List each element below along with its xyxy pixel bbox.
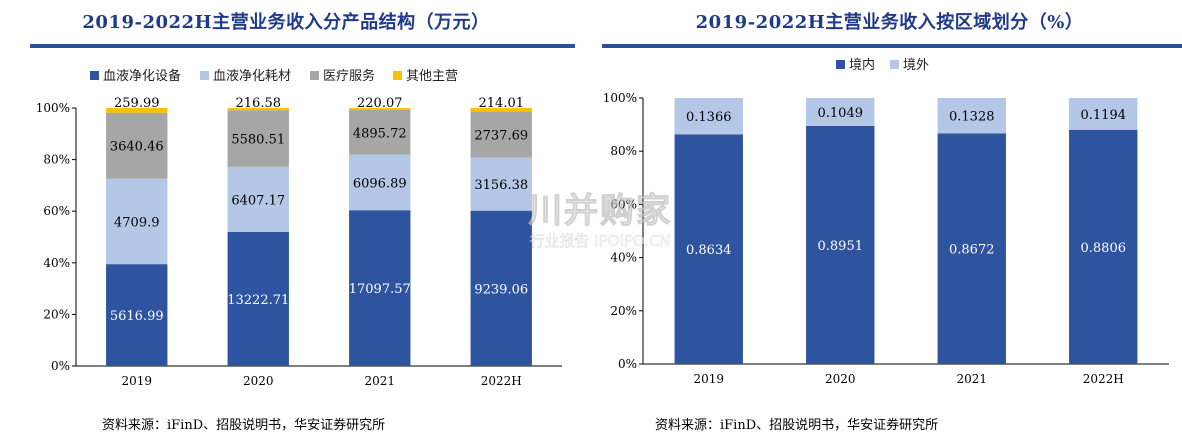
right-y-tick-label-5: 100% xyxy=(603,91,637,105)
right-data-label-2-1: 0.1328 xyxy=(949,110,995,125)
left-bar-1-series-0 xyxy=(227,231,289,366)
left-x-category-label-1: 2020 xyxy=(243,374,274,388)
right-title-rule xyxy=(602,44,1182,48)
left-chart-svg: 血液净化设备 血液净化耗材 医疗服务 其他主营 0% 20% 40% 60% 80% 100% 56… xyxy=(36,68,562,388)
right-data-label-2-0: 0.8672 xyxy=(949,243,995,258)
left-data-label-3-2: 2737.69 xyxy=(474,129,528,144)
left-data-label-0-0: 5616.99 xyxy=(110,309,164,324)
left-bar-0-series-2 xyxy=(106,112,168,179)
left-bar-1-series-2 xyxy=(227,110,289,167)
right-x-category-label-1: 2020 xyxy=(825,372,856,386)
right-bar-2-series-1 xyxy=(937,98,1006,134)
left-data-label-2-1: 6096.89 xyxy=(353,176,407,191)
left-data-label-2-3: 220.07 xyxy=(357,96,403,111)
left-y-tick-label-0: 0% xyxy=(51,359,70,373)
left-bar-1-series-3 xyxy=(227,108,289,111)
right-x-category-label-3: 2022H xyxy=(1083,372,1124,386)
right-y-tick-label-2: 40% xyxy=(610,251,637,265)
right-data-label-1-1: 0.1049 xyxy=(818,106,864,121)
left-legend-label-0: 血液净化设备 xyxy=(103,68,181,84)
left-bar-2-series-1 xyxy=(349,154,411,211)
right-y-tick-label-0: 0% xyxy=(618,357,637,371)
left-bar-3-series-3 xyxy=(470,108,532,112)
right-y-tick-label-3: 60% xyxy=(610,197,637,211)
right-legend-swatch-0 xyxy=(836,60,845,69)
right-data-label-0-1: 0.1366 xyxy=(686,110,732,125)
left-x-category-label-2: 2021 xyxy=(364,374,395,388)
right-bar-2-series-0 xyxy=(937,133,1006,364)
right-chart-svg: 境内 境外 0% 20% 40% 60% 80% 100% 0.8634 0.1366 2019 0.… xyxy=(603,57,1169,386)
left-bar-3-series-0 xyxy=(470,210,532,366)
left-bar-0-series-0 xyxy=(106,264,168,366)
right-x-category-label-2: 2021 xyxy=(956,372,987,386)
left-title-rule xyxy=(30,44,575,48)
left-y-tick-label-1: 20% xyxy=(43,307,70,321)
right-data-label-3-1: 0.1194 xyxy=(1081,108,1127,123)
left-data-label-2-2: 4895.72 xyxy=(353,126,407,141)
right-legend-label-1: 境外 xyxy=(903,58,929,73)
left-data-label-2-0: 17097.57 xyxy=(349,282,411,297)
left-data-label-0-3: 259.99 xyxy=(114,96,160,111)
left-bar-2-series-3 xyxy=(349,108,411,111)
left-data-label-3-3: 214.01 xyxy=(479,96,525,111)
left-data-label-1-2: 5580.51 xyxy=(231,133,285,148)
left-legend-swatch-1 xyxy=(200,71,209,80)
left-legend-swatch-0 xyxy=(90,71,99,80)
left-x-category-label-0: 2019 xyxy=(121,374,152,388)
left-data-label-0-1: 4709.9 xyxy=(114,215,160,230)
right-source-note: 资料来源：iFinD、招股说明书，华安证券研究所 xyxy=(655,418,939,433)
left-x-category-label-3: 2022H xyxy=(481,374,522,388)
left-bar-2-series-2 xyxy=(349,110,411,155)
left-bar-2-series-0 xyxy=(349,210,411,366)
left-data-label-3-0: 9239.06 xyxy=(474,282,528,297)
left-data-label-3-1: 3156.38 xyxy=(474,178,528,193)
left-y-tick-label-2: 40% xyxy=(43,256,70,270)
left-legend-label-1: 血液净化耗材 xyxy=(213,69,291,84)
left-bar-0-series-1 xyxy=(106,178,168,265)
right-bar-1-series-1 xyxy=(806,98,875,126)
left-chart-panel: 2019-2022H主营业务收入分产品结构（万元） 血液净化设备 血液净化耗材 医疗… xyxy=(0,0,575,439)
left-data-label-1-1: 6407.17 xyxy=(231,193,285,208)
left-y-tick-label-5: 100% xyxy=(36,101,70,115)
left-legend-label-3: 其他主营 xyxy=(406,69,458,84)
left-legend-swatch-3 xyxy=(393,71,402,80)
left-y-tick-label-3: 60% xyxy=(43,204,70,218)
left-bar-1-series-1 xyxy=(227,166,289,232)
right-bar-0-series-1 xyxy=(674,98,743,135)
left-y-tick-label-4: 80% xyxy=(43,153,70,167)
left-legend-swatch-2 xyxy=(310,71,319,80)
right-bar-0-series-0 xyxy=(674,134,743,364)
left-source-note: 资料来源：iFinD、招股说明书，华安证券研究所 xyxy=(102,418,386,433)
right-data-label-0-0: 0.8634 xyxy=(686,243,732,258)
right-chart-title: 2019-2022H主营业务收入按区域划分（%） xyxy=(695,12,1084,33)
right-bar-3-series-0 xyxy=(1069,129,1138,364)
right-data-label-3-0: 0.8806 xyxy=(1081,241,1127,256)
right-data-label-1-0: 0.8951 xyxy=(818,239,864,254)
left-bar-3-series-2 xyxy=(470,111,532,158)
right-legend-swatch-1 xyxy=(890,60,899,69)
right-bar-3-series-1 xyxy=(1069,98,1138,130)
right-y-tick-label-1: 20% xyxy=(610,304,637,318)
right-x-category-label-0: 2019 xyxy=(693,372,724,386)
left-data-label-1-3: 216.58 xyxy=(236,96,282,111)
left-bar-0-series-3 xyxy=(106,108,168,113)
left-data-label-1-0: 13222.71 xyxy=(227,293,289,308)
left-legend-label-2: 医疗服务 xyxy=(323,68,375,84)
left-chart-title: 2019-2022H主营业务收入分产品结构（万元） xyxy=(82,12,490,33)
right-chart-panel: 2019-2022H主营业务收入按区域划分（%） 境内 境外 0% 20% 40% 60%… xyxy=(597,0,1182,439)
left-data-label-0-2: 3640.46 xyxy=(110,140,164,155)
right-bar-1-series-0 xyxy=(806,125,875,364)
left-bar-3-series-1 xyxy=(470,157,532,211)
right-y-tick-label-4: 80% xyxy=(610,144,637,158)
right-legend-label-0: 境内 xyxy=(849,57,875,73)
